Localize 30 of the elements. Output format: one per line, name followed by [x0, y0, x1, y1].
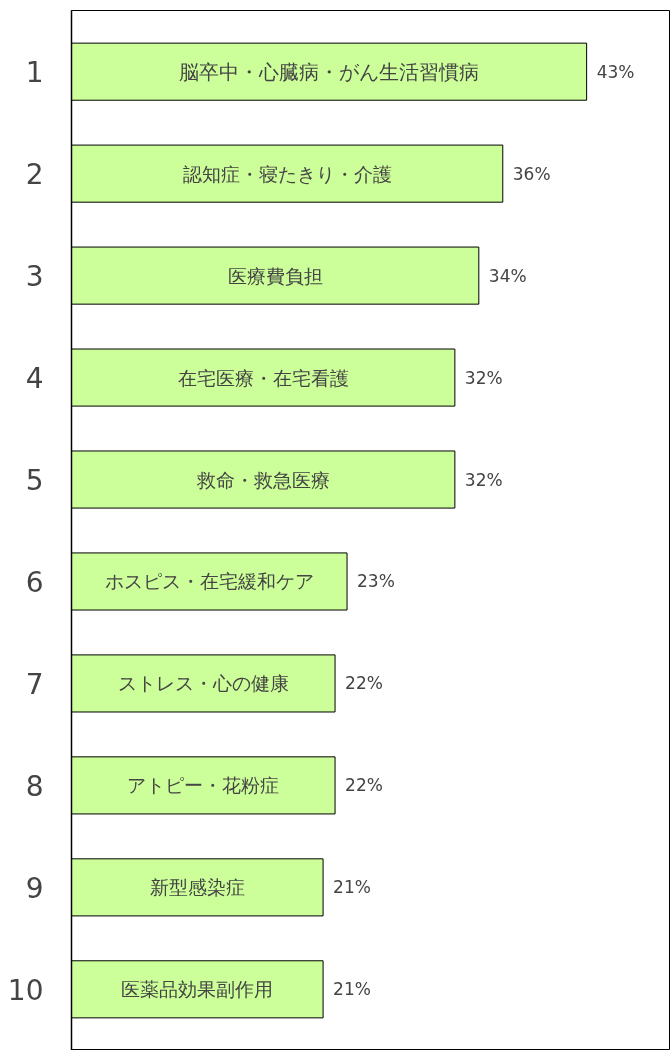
- data-label: 36%: [512, 163, 551, 184]
- y-tick-label: ホスピス・在宅緩和ケア: [104, 570, 314, 593]
- data-label: 43%: [596, 61, 635, 82]
- y-tick-label: アトピー・花粉症: [127, 774, 280, 797]
- data-label: 32%: [464, 367, 503, 388]
- text: 6: [25, 565, 44, 599]
- text: 10: [7, 973, 44, 1007]
- data-label: 32%: [464, 469, 503, 490]
- data-label: 23%: [357, 571, 395, 592]
- data-label: 34%: [488, 265, 527, 286]
- y-tick-label: 在宅医療・在宅看護: [177, 366, 349, 389]
- y-tick-label: 新型感染症: [149, 876, 245, 899]
- y-tick-label: ストレス・心の健康: [117, 672, 289, 695]
- data-label: 21%: [333, 877, 371, 898]
- text: 9: [25, 871, 44, 905]
- data-label: 22%: [345, 673, 383, 694]
- y-tick-label: 認知症・寝たきり・介護: [182, 162, 392, 185]
- text: 4: [25, 362, 44, 396]
- data-label: 21%: [333, 979, 371, 1000]
- text: 8: [25, 769, 44, 803]
- text: 1: [25, 56, 44, 90]
- data-label: 22%: [345, 775, 383, 796]
- text: 5: [25, 464, 44, 498]
- y-tick-label: 医療費負担: [227, 264, 323, 287]
- text: 7: [25, 667, 44, 701]
- y-tick-label: 救命・救急医療: [195, 468, 330, 491]
- text: 3: [25, 260, 44, 294]
- y-tick-label: 脳卒中・心臓病・がん生活習慣病: [179, 59, 480, 84]
- y-tick-label: 医薬品効果副作用: [121, 978, 274, 1001]
- text: 2: [25, 158, 44, 192]
